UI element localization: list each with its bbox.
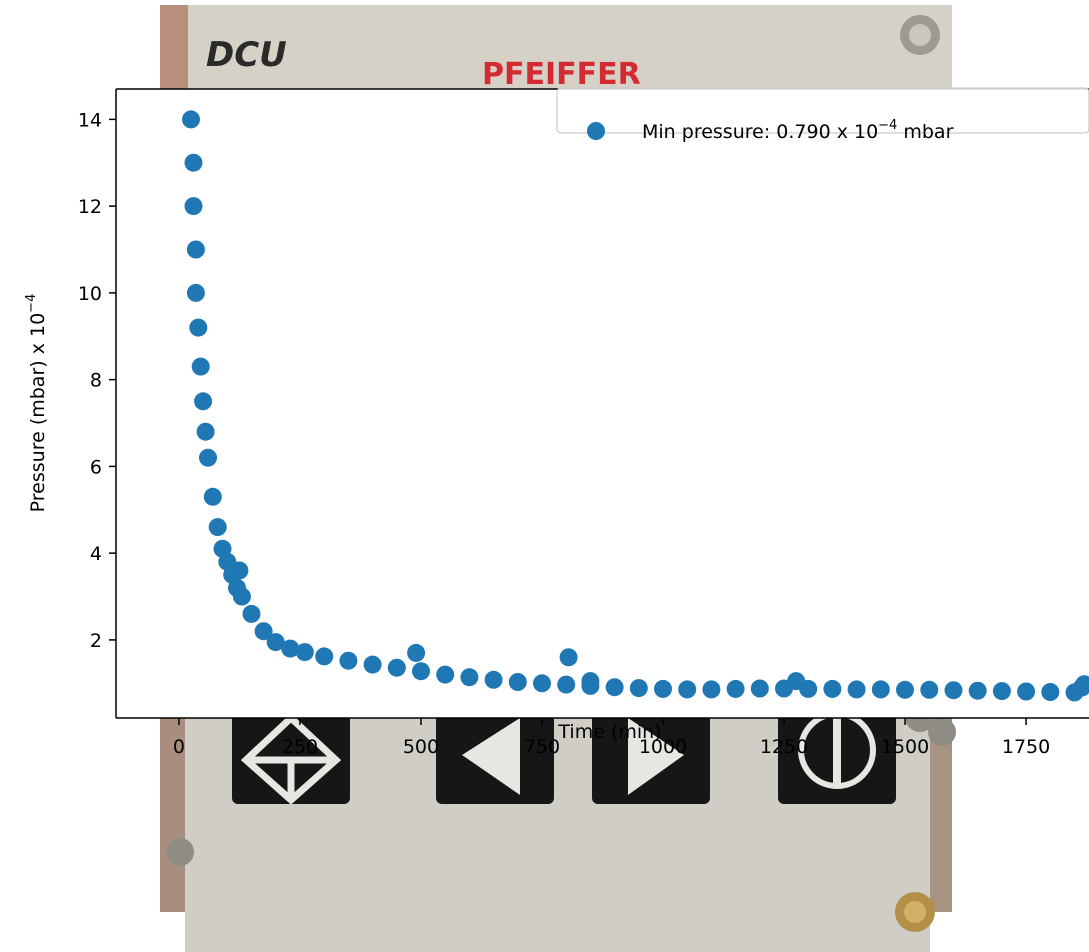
x-tick-label: 1500 — [881, 736, 929, 758]
data-point — [484, 670, 503, 689]
photo-up-down-key-icon — [232, 710, 350, 805]
y-axis-label: Pressure (mbar) x 10−4 — [24, 294, 49, 513]
y-tick-label: 14 — [78, 109, 102, 131]
data-point — [1075, 675, 1089, 694]
data-points — [182, 110, 1089, 702]
data-point — [460, 668, 479, 687]
data-point — [533, 674, 551, 693]
photo-left-key-icon — [436, 710, 554, 804]
data-point — [944, 681, 963, 700]
photo-dcu-label: DCU — [206, 35, 287, 75]
data-point — [186, 240, 205, 259]
data-point — [339, 651, 358, 670]
data-point — [189, 318, 208, 337]
x-tick-label: 1250 — [760, 736, 808, 758]
y-axis-ticks: 2 4 6 8 10 12 14 — [78, 109, 116, 652]
data-point — [605, 678, 624, 697]
data-point — [654, 679, 672, 698]
data-point — [581, 672, 600, 691]
data-point — [750, 679, 769, 698]
x-tick-label: 1000 — [639, 736, 687, 758]
data-point — [787, 672, 806, 691]
x-tick-label: 750 — [524, 736, 560, 758]
data-point — [508, 673, 527, 691]
data-point — [199, 448, 217, 467]
y-tick-label: 2 — [90, 630, 102, 652]
data-point — [847, 680, 866, 699]
data-point — [266, 633, 285, 652]
data-point — [315, 647, 334, 666]
y-tick-label: 6 — [90, 456, 102, 478]
y-tick-label: 12 — [78, 196, 102, 218]
data-point — [242, 604, 261, 623]
data-point — [968, 681, 987, 700]
data-point — [823, 679, 842, 698]
data-point — [203, 487, 222, 506]
data-point — [1041, 683, 1060, 701]
data-point — [412, 662, 430, 681]
photo-brand-label: PFEIFFER — [482, 57, 641, 92]
data-point — [281, 639, 300, 658]
data-point — [920, 680, 939, 699]
data-point — [436, 665, 455, 684]
data-point — [208, 518, 227, 537]
x-axis-ticks: 0 250 500 750 1000 1250 1500 1750 — [173, 718, 1050, 758]
data-point — [232, 587, 251, 606]
data-point — [678, 680, 697, 699]
legend-marker — [587, 122, 605, 140]
data-point — [629, 679, 648, 698]
data-point — [896, 680, 914, 699]
x-tick-label: 1750 — [1002, 736, 1050, 758]
x-tick-label: 500 — [403, 736, 439, 758]
x-tick-label: 250 — [282, 736, 318, 758]
data-point — [387, 658, 406, 677]
data-point — [194, 392, 213, 411]
data-point — [407, 643, 426, 662]
data-point — [230, 561, 249, 580]
y-tick-label: 10 — [78, 283, 102, 305]
data-point — [191, 357, 210, 376]
data-point — [557, 675, 576, 694]
data-point — [254, 622, 273, 641]
data-point — [992, 682, 1011, 701]
data-point — [295, 643, 314, 662]
legend: Min pressure: 0.790 x 10−4 mbar — [556, 87, 1089, 143]
data-point — [363, 655, 382, 674]
screw-icon — [928, 718, 956, 746]
data-point — [559, 648, 578, 667]
y-tick-label: 8 — [90, 370, 102, 392]
data-point — [871, 680, 890, 699]
data-point — [196, 422, 215, 441]
data-point — [184, 153, 203, 172]
data-point — [186, 283, 205, 302]
x-tick-label: 0 — [173, 736, 185, 758]
data-point — [182, 110, 200, 129]
data-point — [1017, 682, 1036, 701]
photo-power-key-icon — [778, 710, 896, 804]
photo-right-key-icon — [592, 710, 710, 804]
screw-icon — [166, 838, 194, 866]
data-point — [184, 197, 203, 216]
legend-label: Min pressure: 0.790 x 10−4 mbar — [642, 118, 954, 143]
data-point — [702, 680, 721, 699]
plot-area — [116, 89, 1089, 718]
data-point — [726, 679, 745, 698]
y-tick-label: 4 — [90, 543, 102, 565]
x-axis-label: Time (min) — [557, 721, 661, 743]
